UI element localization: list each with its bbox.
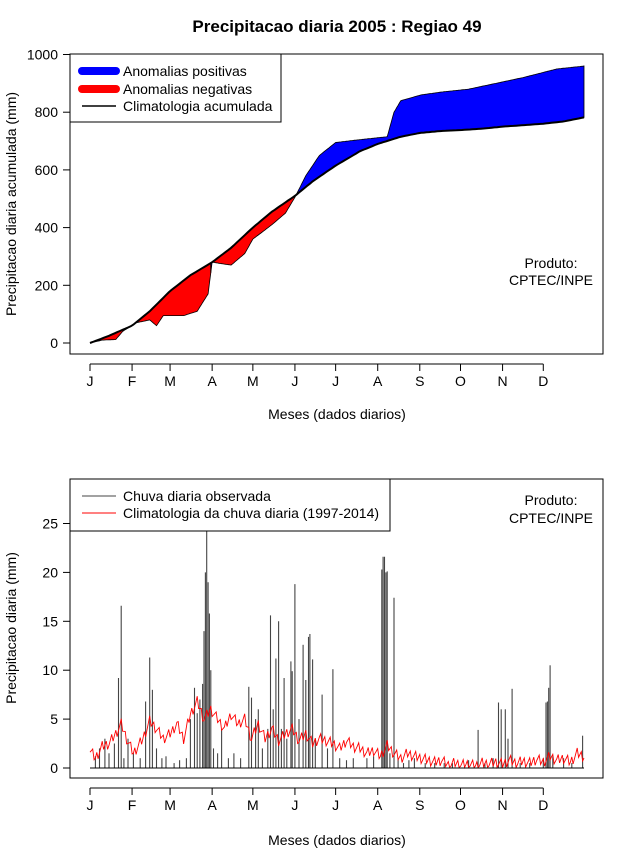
top-y-tick-label-0: 0 <box>50 335 58 351</box>
top-legend: Anomalias positivas Anomalias negativas … <box>69 53 282 123</box>
climatology-daily-line <box>89 696 585 770</box>
bottom-x-tick-label-5: J <box>291 797 298 813</box>
legend-label-climatology: Climatologia acumulada <box>123 98 273 114</box>
bottom-x-tick-label-4: M <box>247 797 259 813</box>
bottom-annotation-source: CPTEC/INPE <box>509 510 593 526</box>
top-x-tick-label-2: M <box>164 373 176 389</box>
top-y-tick-label-2: 400 <box>35 220 59 236</box>
bottom-y-tick-label-5: 25 <box>42 516 58 532</box>
top-y-tick-label-1: 200 <box>35 277 59 293</box>
top-x-tick-label-11: D <box>538 373 548 389</box>
top-x-tick-label-1: F <box>128 373 137 389</box>
bottom-x-tick-label-2: M <box>164 797 176 813</box>
bottom-x-tick-label-0: J <box>87 797 94 813</box>
bottom-y-tick-label-4: 20 <box>42 564 58 580</box>
top-x-tick-label-9: O <box>455 373 466 389</box>
top-y-axis: 0 200 400 600 800 1000 <box>27 47 71 351</box>
top-x-tick-label-7: A <box>373 373 383 389</box>
bottom-x-tick-label-6: J <box>332 797 339 813</box>
bottom-x-tick-label-1: F <box>128 797 137 813</box>
top-y-axis-label: Precipitacao diaria acumulada (mm) <box>3 92 19 316</box>
bottom-y-tick-label-3: 15 <box>42 613 58 629</box>
bottom-x-tick-label-9: O <box>455 797 466 813</box>
top-x-axis-label: Meses (dados diarios) <box>268 406 406 422</box>
top-y-tick-label-3: 600 <box>35 162 59 178</box>
legend-label-daily-climatology: Climatologia da chuva diaria (1997-2014) <box>123 505 379 521</box>
top-y-tick-label-4: 800 <box>35 104 59 120</box>
bottom-x-axis-label: Meses (dados diarios) <box>268 832 406 848</box>
bottom-y-tick-label-1: 5 <box>50 711 58 727</box>
climatology-cumulative-line <box>89 116 585 344</box>
negative-anomaly-area-5 <box>211 195 296 266</box>
top-x-tick-label-8: S <box>415 373 424 389</box>
top-x-tick-label-6: J <box>332 373 339 389</box>
bottom-x-tick-label-11: D <box>538 797 548 813</box>
bottom-x-tick-label-7: A <box>373 797 383 813</box>
legend-label-observed: Chuva diaria observada <box>123 488 271 504</box>
bottom-x-tick-label-8: S <box>415 797 424 813</box>
cumulative-chart: 0 200 400 600 800 1000 J F M A M J J A S O N D Precipita… <box>3 47 604 422</box>
bottom-y-tick-label-2: 10 <box>42 662 58 678</box>
bottom-legend-box <box>69 478 391 532</box>
legend-label-positive: Anomalias positivas <box>123 63 247 79</box>
bottom-x-tick-label-3: A <box>207 797 217 813</box>
bottom-y-tick-label-0: 0 <box>50 760 58 776</box>
bottom-legend: Chuva diaria observada Climatologia da c… <box>69 478 391 532</box>
chart-title: Precipitacao diaria 2005 : Regiao 49 <box>192 17 481 36</box>
bottom-annotation-product: Produto: <box>525 492 578 508</box>
top-y-tick-label-5: 1000 <box>27 47 58 63</box>
legend-label-negative: Anomalias negativas <box>123 81 252 97</box>
bottom-y-axis-label: Precipitacao diaria (mm) <box>3 552 19 704</box>
top-x-tick-label-4: M <box>247 373 259 389</box>
top-x-tick-label-0: J <box>87 373 94 389</box>
top-annotation-source: CPTEC/INPE <box>509 272 593 288</box>
daily-chart: 0 5 10 15 20 25 J F M A M J J A S O N D Precipitacao dia… <box>3 478 604 848</box>
bottom-y-axis: 0 5 10 15 20 25 <box>42 516 71 776</box>
top-x-tick-label-5: J <box>291 373 298 389</box>
top-x-tick-label-3: A <box>207 373 217 389</box>
bottom-x-tick-label-10: N <box>498 797 508 813</box>
top-x-tick-label-10: N <box>498 373 508 389</box>
top-annotation-product: Produto: <box>525 255 578 271</box>
